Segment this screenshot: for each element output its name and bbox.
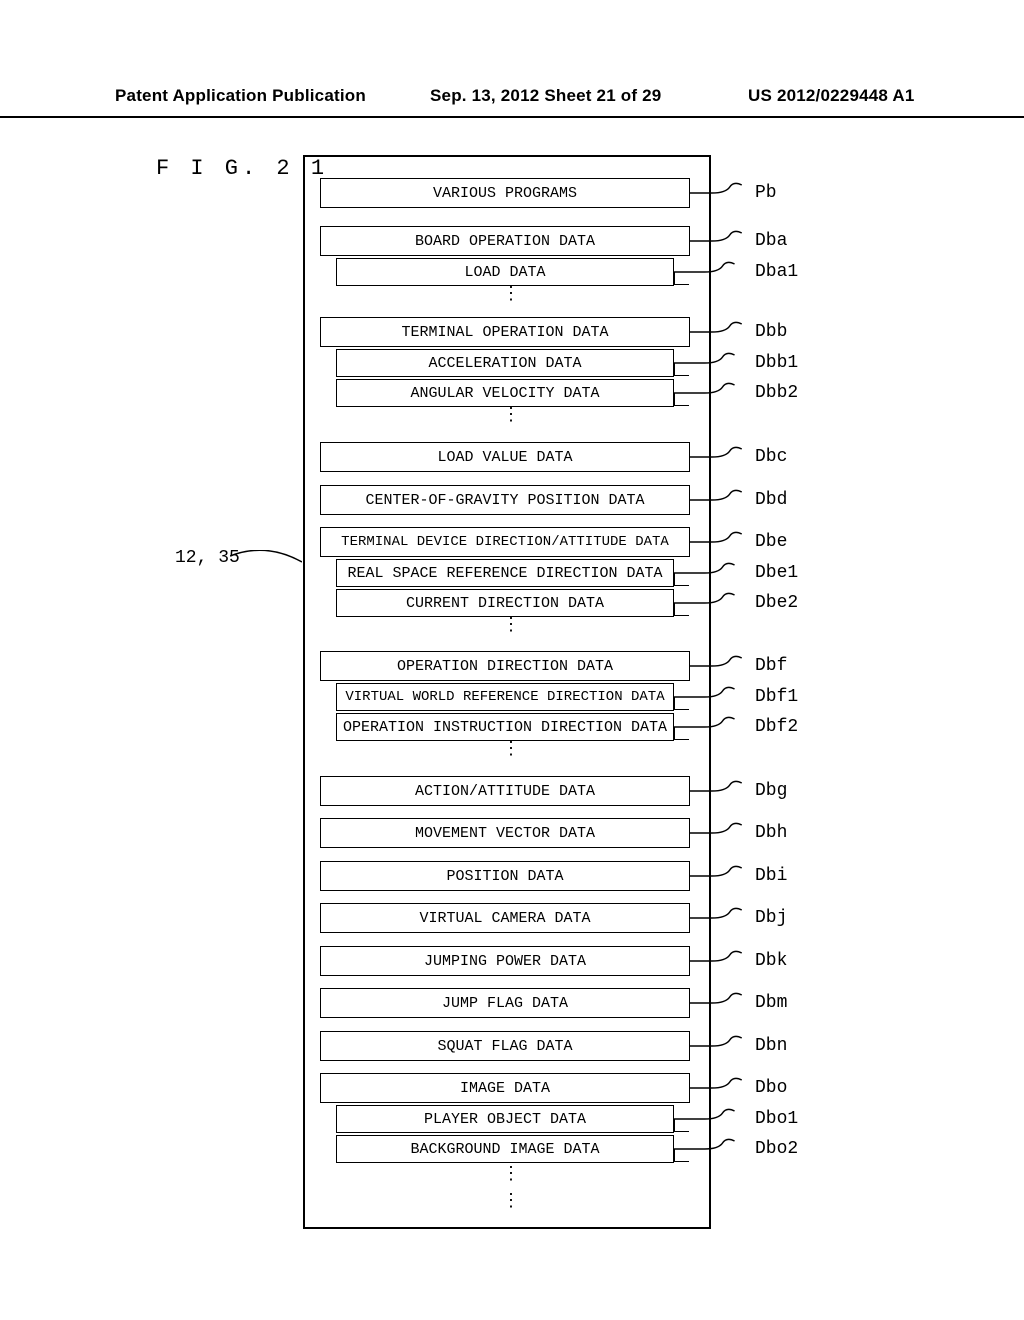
ref-label-dbo1: Dbo1 xyxy=(755,1109,798,1129)
ref-label-dbg: Dbg xyxy=(755,781,787,801)
ref-label-dbb1: Dbb1 xyxy=(755,353,798,373)
side-arc xyxy=(230,550,302,570)
leader-dbf xyxy=(690,654,755,678)
leader-dbi xyxy=(690,864,755,888)
hook-dbe2 xyxy=(674,603,689,616)
page-header: Patent Application Publication Sep. 13, … xyxy=(0,86,1024,118)
ref-label-dbi: Dbi xyxy=(755,866,787,886)
leader-dbj xyxy=(690,906,755,930)
header-center: Sep. 13, 2012 Sheet 21 of 29 xyxy=(430,86,661,106)
ref-label-dba1: Dba1 xyxy=(755,262,798,282)
leader-pb xyxy=(690,181,755,205)
data-row-dbf: OPERATION DIRECTION DATA xyxy=(320,651,690,681)
data-row-dbb1: ACCELERATION DATA xyxy=(336,349,674,377)
hook-dba1 xyxy=(674,272,689,285)
ref-label-dbj: Dbj xyxy=(755,908,787,928)
data-row-dbo: IMAGE DATA xyxy=(320,1073,690,1103)
data-row-dbh: MOVEMENT VECTOR DATA xyxy=(320,818,690,848)
data-row-dbe1: REAL SPACE REFERENCE DIRECTION DATA xyxy=(336,559,674,587)
leader-dbk xyxy=(690,949,755,973)
hook-dbb1 xyxy=(674,363,689,376)
ref-label-dbb2: Dbb2 xyxy=(755,383,798,403)
ellipsis-3: ⋮ xyxy=(502,748,512,753)
data-row-dbd: CENTER-OF-GRAVITY POSITION DATA xyxy=(320,485,690,515)
leader-dbg xyxy=(690,779,755,803)
leader-dbo xyxy=(690,1076,755,1100)
ref-label-dbo: Dbo xyxy=(755,1078,787,1098)
data-row-dbi: POSITION DATA xyxy=(320,861,690,891)
leader-dbe xyxy=(690,530,755,554)
ref-label-dbf2: Dbf2 xyxy=(755,717,798,737)
ref-label-dbe: Dbe xyxy=(755,532,787,552)
leader-dbd xyxy=(690,488,755,512)
data-row-dbe2: CURRENT DIRECTION DATA xyxy=(336,589,674,617)
ref-label-dbn: Dbn xyxy=(755,1036,787,1056)
data-row-pb: VARIOUS PROGRAMS xyxy=(320,178,690,208)
data-row-dbf1: VIRTUAL WORLD REFERENCE DIRECTION DATA xyxy=(336,683,674,711)
ellipsis-1: ⋮ xyxy=(502,414,512,419)
leader-dbn xyxy=(690,1034,755,1058)
data-row-dbb: TERMINAL OPERATION DATA xyxy=(320,317,690,347)
data-row-dbf2: OPERATION INSTRUCTION DIRECTION DATA xyxy=(336,713,674,741)
data-row-dbj: VIRTUAL CAMERA DATA xyxy=(320,903,690,933)
hook-dbf2 xyxy=(674,727,689,740)
ref-label-dbo2: Dbo2 xyxy=(755,1139,798,1159)
ellipsis-0: ⋮ xyxy=(502,293,512,298)
ellipsis-5: ⋮ xyxy=(502,1200,512,1205)
data-row-dbb2: ANGULAR VELOCITY DATA xyxy=(336,379,674,407)
hook-dbo1 xyxy=(674,1119,689,1132)
leader-dbc xyxy=(690,445,755,469)
hook-dbe1 xyxy=(674,573,689,586)
data-row-dbc: LOAD VALUE DATA xyxy=(320,442,690,472)
ellipsis-2: ⋮ xyxy=(502,624,512,629)
hook-dbo2 xyxy=(674,1149,689,1162)
ref-label-dbe2: Dbe2 xyxy=(755,593,798,613)
data-row-dbm: JUMP FLAG DATA xyxy=(320,988,690,1018)
data-row-dbn: SQUAT FLAG DATA xyxy=(320,1031,690,1061)
data-row-dbo2: BACKGROUND IMAGE DATA xyxy=(336,1135,674,1163)
header-right: US 2012/0229448 A1 xyxy=(748,86,915,106)
data-row-dba1: LOAD DATA xyxy=(336,258,674,286)
ref-label-dbe1: Dbe1 xyxy=(755,563,798,583)
ref-label-dbf: Dbf xyxy=(755,656,787,676)
ref-label-dbh: Dbh xyxy=(755,823,787,843)
hook-dbb2 xyxy=(674,393,689,406)
ref-label-dbf1: Dbf1 xyxy=(755,687,798,707)
data-row-dbk: JUMPING POWER DATA xyxy=(320,946,690,976)
data-row-dbg: ACTION/ATTITUDE DATA xyxy=(320,776,690,806)
data-row-dba: BOARD OPERATION DATA xyxy=(320,226,690,256)
ellipsis-4: ⋮ xyxy=(502,1173,512,1178)
data-row-dbo1: PLAYER OBJECT DATA xyxy=(336,1105,674,1133)
ref-label-dbk: Dbk xyxy=(755,951,787,971)
leader-dbm xyxy=(690,991,755,1015)
header-left: Patent Application Publication xyxy=(115,86,366,106)
ref-label-pb: Pb xyxy=(755,183,777,203)
ref-label-dbd: Dbd xyxy=(755,490,787,510)
ref-label-dbm: Dbm xyxy=(755,993,787,1013)
ref-label-dba: Dba xyxy=(755,231,787,251)
patent-page: Patent Application Publication Sep. 13, … xyxy=(0,0,1024,1320)
leader-dba xyxy=(690,229,755,253)
leader-dbb xyxy=(690,320,755,344)
leader-dbh xyxy=(690,821,755,845)
ref-label-dbc: Dbc xyxy=(755,447,787,467)
hook-dbf1 xyxy=(674,697,689,710)
ref-label-dbb: Dbb xyxy=(755,322,787,342)
data-row-dbe: TERMINAL DEVICE DIRECTION/ATTITUDE DATA xyxy=(320,527,690,557)
